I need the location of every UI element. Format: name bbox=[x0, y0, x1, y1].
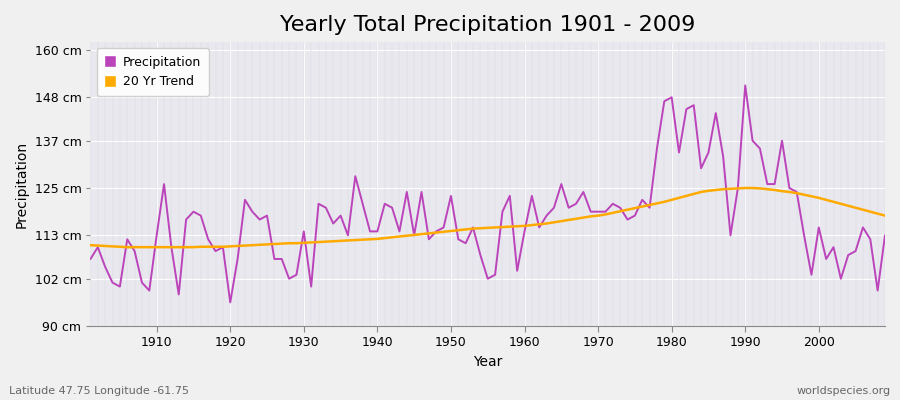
X-axis label: Year: Year bbox=[473, 355, 502, 369]
20 Yr Trend bbox=[151, 245, 162, 250]
Precipitation bbox=[519, 229, 530, 234]
Text: worldspecies.org: worldspecies.org bbox=[796, 386, 891, 396]
Precipitation bbox=[144, 288, 155, 293]
20 Yr Trend bbox=[740, 186, 751, 190]
Precipitation bbox=[879, 233, 890, 238]
Precipitation bbox=[357, 201, 368, 206]
20 Yr Trend bbox=[86, 243, 96, 248]
20 Yr Trend bbox=[519, 224, 530, 228]
20 Yr Trend bbox=[122, 245, 132, 250]
20 Yr Trend bbox=[357, 237, 368, 242]
Precipitation bbox=[526, 194, 537, 198]
Y-axis label: Precipitation: Precipitation bbox=[15, 140, 29, 228]
Text: Latitude 47.75 Longitude -61.75: Latitude 47.75 Longitude -61.75 bbox=[9, 386, 189, 396]
20 Yr Trend bbox=[313, 240, 324, 244]
20 Yr Trend bbox=[879, 213, 890, 218]
20 Yr Trend bbox=[526, 223, 537, 228]
Title: Yearly Total Precipitation 1901 - 2009: Yearly Total Precipitation 1901 - 2009 bbox=[280, 15, 696, 35]
Precipitation bbox=[615, 205, 626, 210]
Line: Precipitation: Precipitation bbox=[91, 86, 885, 302]
Precipitation bbox=[225, 300, 236, 305]
Precipitation bbox=[313, 201, 324, 206]
Precipitation bbox=[86, 256, 96, 261]
20 Yr Trend bbox=[615, 209, 626, 214]
Line: 20 Yr Trend: 20 Yr Trend bbox=[91, 188, 885, 247]
Legend: Precipitation, 20 Yr Trend: Precipitation, 20 Yr Trend bbox=[96, 48, 209, 96]
Precipitation bbox=[740, 83, 751, 88]
